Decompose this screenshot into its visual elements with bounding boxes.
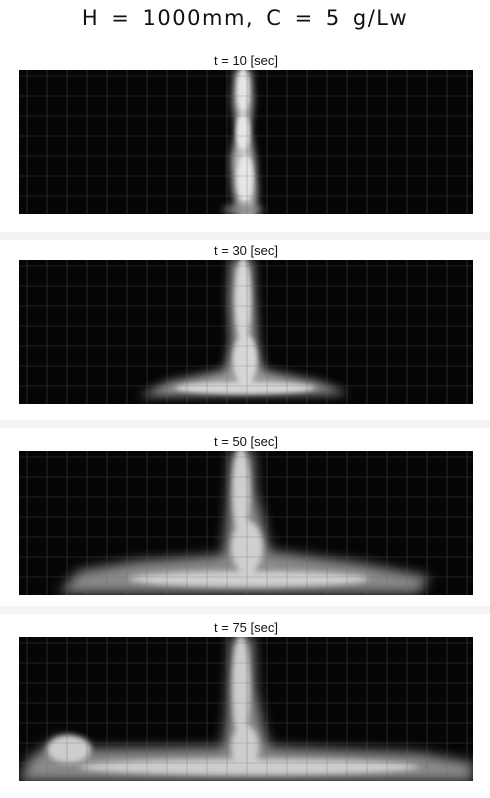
plume-image-t75 [19,637,473,781]
plume-image-t10 [19,70,473,214]
panel-label: t = 50 [sec] [214,434,278,449]
plume-image-t30 [19,260,473,404]
panel-t30: t = 30 [sec] [19,242,473,404]
panel-label: t = 10 [sec] [214,53,278,68]
plume-image-t50 [19,451,473,595]
panel-label: t = 30 [sec] [214,243,278,258]
panel-t75: t = 75 [sec] [19,619,473,781]
panel-label: t = 75 [sec] [214,620,278,635]
separator [0,232,490,240]
separator [0,420,490,428]
panel-t10: t = 10 [sec] [19,52,473,214]
panel-t50: t = 50 [sec] [19,433,473,595]
separator [0,606,490,614]
figure-title: H = 1000mm, C = 5 g/Lw [81,6,409,30]
